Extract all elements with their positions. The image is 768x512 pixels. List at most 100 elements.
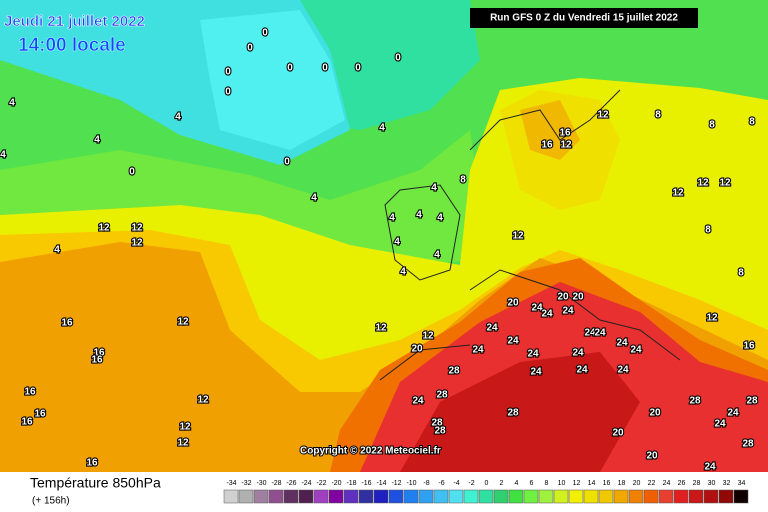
contour-label: 20 — [649, 408, 661, 419]
contour-label: 0 — [225, 87, 231, 98]
contour-label: 24 — [594, 328, 606, 339]
legend-swatch — [583, 489, 599, 504]
contour-label: 12 — [706, 313, 718, 324]
contour-label: 12 — [697, 178, 709, 189]
contour-label: 16 — [34, 409, 46, 420]
legend-label: 24 — [663, 480, 671, 487]
contour-label: 0 — [225, 67, 231, 78]
legend-label: -22 — [316, 480, 326, 487]
contour-label: 16 — [61, 318, 73, 329]
legend-swatch — [613, 489, 629, 504]
contour-label: 4 — [400, 267, 406, 278]
legend-label: -2 — [468, 480, 474, 487]
legend-swatch — [643, 489, 659, 504]
legend-label: 22 — [648, 480, 656, 487]
legend-label: 8 — [545, 480, 549, 487]
contour-label: 12 — [177, 438, 189, 449]
legend-label: 32 — [723, 480, 731, 487]
contour-label: 24 — [527, 349, 539, 360]
footer-lead: (+ 156h) — [32, 496, 70, 507]
contour-label: 12 — [375, 323, 387, 334]
contour-label: 24 — [530, 367, 542, 378]
contour-label: 24 — [630, 345, 642, 356]
legend-swatch — [508, 489, 524, 504]
legend-swatch — [388, 489, 404, 504]
contour-label: 12 — [179, 422, 191, 433]
contour-label: 4 — [54, 245, 60, 256]
contour-label: 16 — [86, 458, 98, 469]
legend-label: 2 — [500, 480, 504, 487]
legend-swatch — [343, 489, 359, 504]
contour-label: 12 — [597, 110, 609, 121]
contour-label: 4 — [431, 183, 437, 194]
legend-label: 6 — [530, 480, 534, 487]
legend-swatch — [463, 489, 479, 504]
contour-label: 24 — [616, 338, 628, 349]
contour-label: 28 — [434, 426, 446, 437]
contour-label: 4 — [434, 250, 440, 261]
legend-label: 28 — [693, 480, 701, 487]
legend-label: -30 — [256, 480, 266, 487]
legend-swatch — [538, 489, 554, 504]
legend-swatch — [673, 489, 689, 504]
legend-label: -6 — [438, 480, 444, 487]
legend-swatch — [493, 489, 509, 504]
contour-label: 12 — [719, 178, 731, 189]
contour-label: 24 — [486, 323, 498, 334]
contour-label: 24 — [562, 306, 574, 317]
legend-label: 30 — [708, 480, 716, 487]
contour-label: 24 — [617, 365, 629, 376]
legend-swatch — [403, 489, 419, 504]
legend-swatch — [553, 489, 569, 504]
legend-swatch — [448, 489, 464, 504]
contour-label: 0 — [287, 63, 293, 74]
contour-label: 28 — [746, 396, 758, 407]
contour-label: 24 — [531, 303, 543, 314]
legend-swatch — [523, 489, 539, 504]
legend-swatch — [238, 489, 254, 504]
legend-swatch — [478, 489, 494, 504]
contour-label: 0 — [284, 157, 290, 168]
contour-label: 4 — [0, 150, 6, 161]
legend-swatch — [718, 489, 734, 504]
contour-label: 12 — [422, 331, 434, 342]
legend-label: 20 — [633, 480, 641, 487]
legend-label: 4 — [515, 480, 519, 487]
contour-label: 20 — [411, 344, 423, 355]
legend-swatch — [568, 489, 584, 504]
contour-label: 12 — [512, 231, 524, 242]
coastline — [379, 89, 681, 381]
contour-label: 24 — [472, 345, 484, 356]
legend-swatch — [328, 489, 344, 504]
contour-label: 20 — [612, 428, 624, 439]
contour-label: 12 — [177, 317, 189, 328]
contour-label: 16 — [91, 355, 103, 366]
contour-label: 4 — [9, 98, 15, 109]
contour-label: 4 — [394, 237, 400, 248]
contour-label: 4 — [389, 213, 395, 224]
legend-swatch — [418, 489, 434, 504]
run-box — [470, 8, 698, 28]
run-info: Run GFS 0 Z du Vendredi 15 juillet 2022 — [490, 13, 678, 24]
legend-swatch — [313, 489, 329, 504]
contour-label: 0 — [355, 63, 361, 74]
legend-swatch — [658, 489, 674, 504]
legend-label: -14 — [376, 480, 386, 487]
legend-swatch — [628, 489, 644, 504]
contour-label: 28 — [689, 396, 701, 407]
legend-label: 16 — [603, 480, 611, 487]
contour-label: 0 — [395, 53, 401, 64]
legend-swatch — [268, 489, 284, 504]
contour-label: 24 — [572, 348, 584, 359]
legend-swatch — [733, 489, 749, 504]
legend-label: 0 — [485, 480, 489, 487]
map-time: 14:00 locale — [18, 35, 126, 56]
legend-swatch — [298, 489, 314, 504]
legend-label: -20 — [331, 480, 341, 487]
legend-label: -34 — [226, 480, 236, 487]
legend-label: -16 — [361, 480, 371, 487]
contour-label: 0 — [247, 43, 253, 54]
contour-label: 24 — [576, 365, 588, 376]
contour-label: 20 — [557, 292, 569, 303]
